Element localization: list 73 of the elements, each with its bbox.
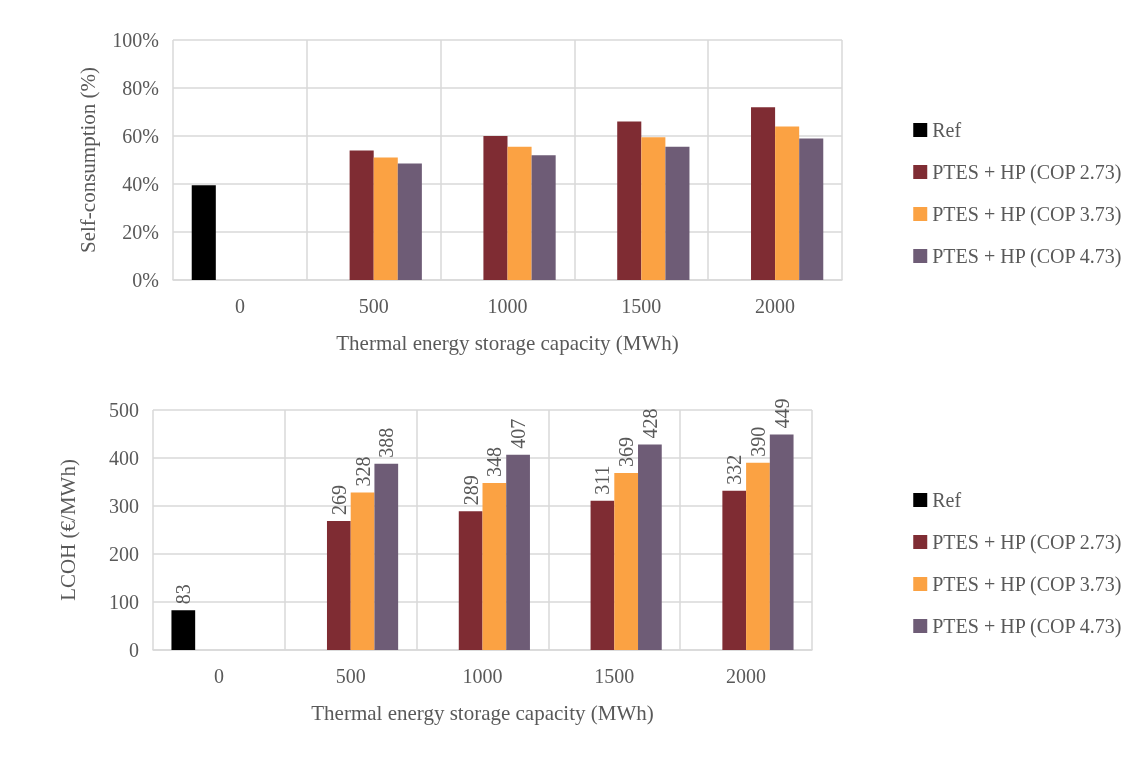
bar: [374, 463, 399, 650]
legend-label: PTES + HP (COP 3.73): [932, 203, 1122, 226]
bar: [171, 610, 196, 650]
bar: [483, 136, 508, 280]
x-tick-label: 0: [213, 665, 224, 687]
bar: [614, 472, 639, 650]
data-label: 348: [483, 446, 506, 477]
bar: [751, 107, 776, 280]
legend-label: Ref: [932, 489, 962, 511]
data-label: 449: [770, 398, 793, 429]
y-tick-label: 20%: [122, 221, 159, 243]
y-tick-label: 400: [109, 447, 139, 469]
y-tick-label: 100%: [112, 29, 159, 51]
bar: [350, 492, 375, 650]
legend-label: PTES + HP (COP 4.73): [932, 615, 1122, 638]
y-tick-label: 200: [109, 543, 139, 565]
data-label: 311: [591, 465, 614, 495]
y-tick-label: 0: [129, 639, 139, 661]
x-tick-label: 1500: [594, 665, 635, 687]
bar: [799, 138, 824, 280]
bar: [191, 185, 216, 280]
bar: [397, 163, 422, 280]
y-axis-title: LCOH (€/MWh): [55, 459, 80, 601]
bar: [373, 157, 398, 280]
data-label: 289: [459, 475, 482, 506]
x-tick-label: 2000: [755, 295, 796, 317]
data-label: 428: [638, 408, 661, 439]
bar: [326, 520, 351, 650]
legend-label: PTES + HP (COP 2.73): [932, 161, 1122, 184]
bar: [746, 462, 770, 650]
x-tick-label: 1500: [621, 295, 662, 317]
x-tick-label: 500: [335, 665, 366, 687]
legend-label: PTES + HP (COP 3.73): [932, 573, 1122, 596]
bar: [769, 434, 794, 650]
x-axis-title: Thermal energy storage capacity (MWh): [311, 700, 654, 725]
data-label: 390: [746, 426, 769, 457]
bar: [506, 454, 530, 650]
bar: [617, 121, 642, 280]
bar: [722, 490, 747, 650]
x-tick-label: 0: [234, 295, 245, 317]
y-axis-title: Self-consumption (%): [75, 66, 100, 254]
legend-label: PTES + HP (COP 2.73): [932, 531, 1122, 554]
x-tick-label: 1000: [487, 295, 528, 317]
data-label: 269: [327, 484, 350, 515]
bar: [775, 126, 800, 280]
x-tick-label: 500: [358, 295, 389, 317]
bar: [482, 482, 507, 650]
bar: [590, 500, 615, 650]
x-tick-label: 1000: [462, 665, 503, 687]
y-tick-label: 300: [109, 495, 139, 517]
bar: [641, 137, 666, 280]
x-axis-title: Thermal energy storage capacity (MWh): [336, 330, 679, 355]
y-tick-label: 100: [109, 591, 139, 613]
y-tick-label: 40%: [122, 173, 159, 195]
bar: [458, 511, 483, 650]
data-label: 369: [615, 436, 638, 467]
data-label: 388: [375, 427, 398, 458]
legend-label: PTES + HP (COP 4.73): [932, 245, 1122, 268]
data-label: 332: [723, 454, 746, 485]
data-label: 83: [172, 584, 195, 605]
legend-label: Ref: [932, 119, 962, 141]
bar: [665, 146, 690, 280]
data-label: 328: [351, 456, 374, 487]
bar: [507, 146, 532, 280]
y-tick-label: 60%: [122, 125, 159, 147]
bar: [638, 444, 662, 650]
y-tick-label: 80%: [122, 77, 159, 99]
bar: [349, 150, 374, 280]
y-tick-label: 0%: [132, 269, 159, 291]
data-label: 407: [507, 418, 530, 449]
bar: [531, 155, 556, 280]
x-tick-label: 2000: [726, 665, 767, 687]
y-tick-label: 500: [109, 399, 139, 421]
